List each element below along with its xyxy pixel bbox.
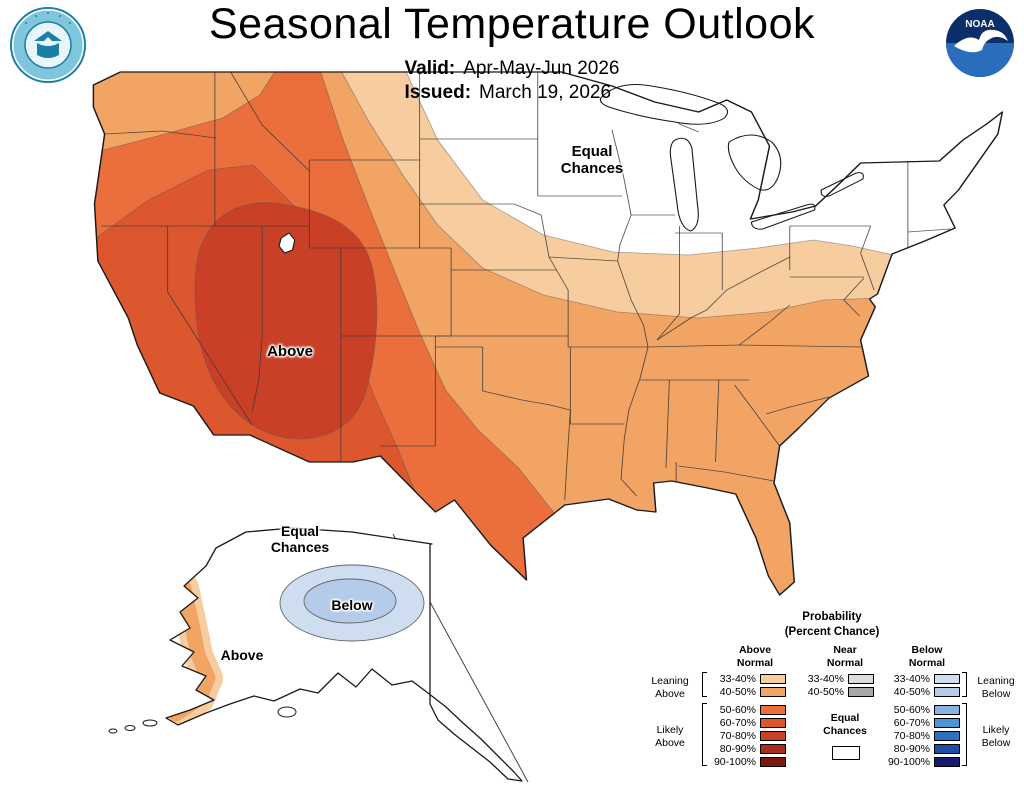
legend-row: 60-70% xyxy=(712,716,786,729)
legend-row: 50-60% xyxy=(886,703,960,716)
legend-swatch-below-50-60 xyxy=(934,704,960,715)
legend-likely-above-label: Likely Above xyxy=(655,724,685,750)
bracket-likely-below xyxy=(962,703,967,766)
valid-value: Apr-May-Jun 2026 xyxy=(463,58,620,79)
legend-row: 40-50% xyxy=(712,685,786,698)
state-borders xyxy=(101,72,951,501)
legend-swatch-above-90-100 xyxy=(760,756,786,767)
legend-leaning-above-label: Leaning Above xyxy=(651,675,689,701)
legend-row: 70-80% xyxy=(886,729,960,742)
legend-row: 40-50% xyxy=(886,685,960,698)
legend-swatch-below-80-90 xyxy=(934,743,960,754)
legend-swatch-below-90-100 xyxy=(934,756,960,767)
legend-swatch-above-60-70 xyxy=(760,717,786,728)
legend-near-header: Near Normal xyxy=(826,644,864,669)
bracket-leaning-below xyxy=(962,672,967,697)
legend-swatch-above-70-80 xyxy=(760,730,786,741)
legend-row: 80-90% xyxy=(712,742,786,755)
aleutian-island xyxy=(124,725,136,731)
legend-swatch-below-40-50 xyxy=(934,686,960,697)
issued-label: Issued: xyxy=(404,82,472,103)
valid-label: Valid: xyxy=(404,58,456,79)
aleutian-island xyxy=(108,728,118,734)
legend-row: 80-90% xyxy=(886,742,960,755)
legend-swatch-above-33-40 xyxy=(760,673,786,684)
kodiak-island xyxy=(277,706,297,718)
issued-value: March 19, 2026 xyxy=(479,82,612,103)
contour-above-70-80 xyxy=(194,202,378,440)
great-salt-lake xyxy=(278,232,296,254)
conus-equal-chances-label: Equal Chances xyxy=(560,143,624,177)
page-title: Seasonal Temperature Outlook xyxy=(208,0,815,48)
legend-equal-chances-label: Equal Chances xyxy=(823,712,867,738)
legend-swatch-near-40-50 xyxy=(848,686,874,697)
legend-near-column: 33-40% 40-50% xyxy=(804,672,874,698)
legend-row: 90-100% xyxy=(712,755,786,768)
legend-leaning-below-label: Leaning Below xyxy=(977,675,1015,701)
legend-likely-below-label: Likely Below xyxy=(981,724,1011,750)
alaska-below-40-50 xyxy=(303,578,397,624)
map-metadata: Valid: Apr-May-Jun 2026 Issued: March 19, … xyxy=(0,57,1024,105)
lake-michigan xyxy=(669,137,699,232)
legend-row: 33-40% xyxy=(712,672,786,685)
noaa-logo: NOAA xyxy=(944,7,1016,84)
alaska-above-label: Above xyxy=(220,647,264,663)
legend-above-column: 33-40% 40-50% 50-60% 60-70% 70-80% 80-90… xyxy=(712,672,786,768)
conus-map xyxy=(92,71,1004,596)
alaska-outline xyxy=(165,527,523,782)
alaska-below-label: Below xyxy=(331,597,373,613)
legend-above-header: Above Normal xyxy=(736,644,774,669)
legend: Probability (Percent Chance) Above Norma… xyxy=(640,606,1024,791)
legend-row: 33-40% xyxy=(804,672,874,685)
legend-row: 50-60% xyxy=(712,703,786,716)
bracket-likely-above xyxy=(702,703,707,766)
lake-huron xyxy=(727,134,782,191)
legend-swatch-above-50-60 xyxy=(760,704,786,715)
alaska-equal-chances-label: Equal Chances xyxy=(270,523,330,555)
legend-below-column: 33-40% 40-50% 50-60% 60-70% 70-80% 80-90… xyxy=(886,672,960,768)
legend-below-header: Below Normal xyxy=(908,644,946,669)
legend-swatch-below-70-80 xyxy=(934,730,960,741)
legend-swatch-below-60-70 xyxy=(934,717,960,728)
legend-row: 90-100% xyxy=(886,755,960,768)
conus-outline xyxy=(92,71,1004,596)
legend-title: Probability (Percent Chance) xyxy=(784,611,880,638)
noaa-logo-text: NOAA xyxy=(965,19,994,30)
noaa-gull-icon xyxy=(954,29,1008,53)
legend-swatch-above-40-50 xyxy=(760,686,786,697)
conus-above-label: Above xyxy=(267,343,313,360)
legend-swatch-above-80-90 xyxy=(760,743,786,754)
doc-seal-logo xyxy=(8,5,88,90)
legend-equal-chances-swatch xyxy=(832,746,860,760)
legend-row: 33-40% xyxy=(886,672,960,685)
legend-swatch-below-33-40 xyxy=(934,673,960,684)
legend-swatch-near-33-40 xyxy=(848,673,874,684)
legend-row: 40-50% xyxy=(804,685,874,698)
bracket-leaning-above xyxy=(702,672,707,697)
aleutian-island xyxy=(142,719,158,727)
legend-row: 60-70% xyxy=(886,716,960,729)
legend-row: 70-80% xyxy=(712,729,786,742)
